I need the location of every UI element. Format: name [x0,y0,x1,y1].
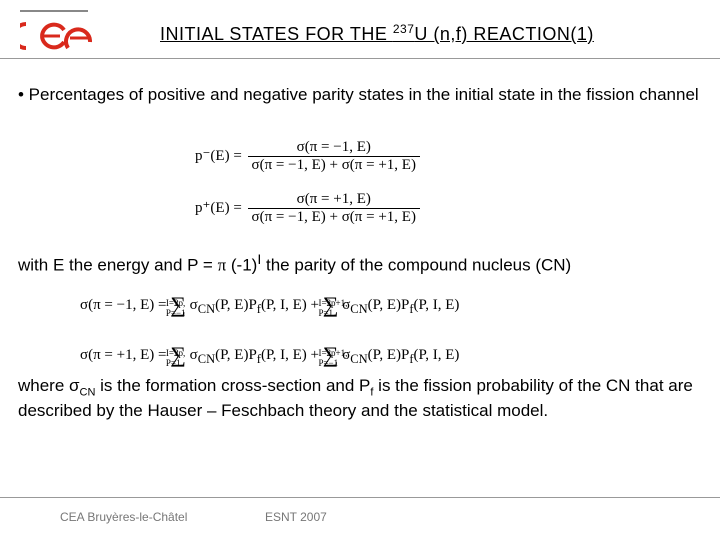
sigma-line-2: σ(π = +1, E) = ∑I=2p, P=1 σCN(P, E)Pf(P,… [80,340,459,367]
where-text: where σCN is the formation cross-section… [18,375,702,422]
equation-p-plus: p⁺(E) = σ(π = +1, E) σ(π = −1, E) + σ(π … [195,192,420,225]
eq-lhs: p⁻(E) = [195,149,244,164]
sigma-expr: σ(π = +1, E) = ∑I=2p, P=1 σCN(P, E)Pf(P,… [80,347,459,363]
equation-p-minus: p⁻(E) = σ(π = −1, E) σ(π = −1, E) + σ(π … [195,140,420,173]
eq-numerator: σ(π = +1, E) [248,192,420,209]
footer-left: CEA Bruyères-le-Châtel [60,510,187,524]
sigma-expr: σ(π = −1, E) = ∑I=2p, P=−1 σCN(P, E)Pf(P… [80,297,459,313]
footer-rule [0,497,720,498]
top-rule [20,10,88,12]
header-rule [0,58,720,59]
bullet-text: • Percentages of positive and negative p… [18,84,702,105]
eq-numerator: σ(π = −1, E) [248,140,420,157]
cea-logo [20,22,92,50]
slide-title: INITIAL STATES FOR THE 237U (n,f) REACTI… [160,22,700,45]
with-energy-text: with E the energy and P = π (-1)I the pa… [18,252,702,276]
eq-denominator: σ(π = −1, E) + σ(π = +1, E) [248,209,420,225]
eq-lhs: p⁺(E) = [195,201,244,216]
eq-denominator: σ(π = −1, E) + σ(π = +1, E) [248,157,420,173]
sigma-line-1: σ(π = −1, E) = ∑I=2p, P=−1 σCN(P, E)Pf(P… [80,290,459,317]
footer-right: ESNT 2007 [265,510,327,524]
